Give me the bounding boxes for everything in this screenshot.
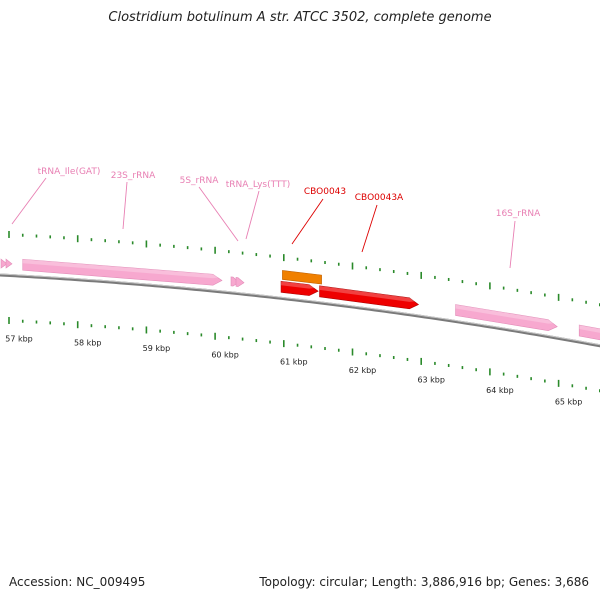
leader-5s-rrna: [198, 186, 239, 242]
feature-arrow-sheen: [281, 281, 319, 289]
feature-labels: tRNA_Ile(GAT) 23S_rRNA 5S_rRNA tRNA_Lys(TTT…: [38, 167, 542, 219]
label-5s-rrna[interactable]: 5S_rRNA: [180, 176, 220, 186]
scale-label: 63 kbp: [417, 375, 445, 384]
genome-stats: Topology: circular; Length: 3,886,916 bp…: [259, 575, 589, 589]
label-cbo0043[interactable]: CBO0043: [304, 187, 346, 197]
scale-label: 61 kbp: [280, 358, 308, 367]
label-trna-lys-ttt-[interactable]: tRNA_Lys(TTT): [226, 180, 291, 190]
scale-label: 57 kbp: [5, 334, 33, 343]
feature-arrow-sheen: [22, 259, 222, 279]
feature-arrow-sheen: [455, 304, 558, 324]
leader-trna-ile-gat-: [11, 177, 47, 225]
label-23s-rrna[interactable]: 23S_rRNA: [111, 171, 156, 181]
accession-label: Accession: NC_009495: [9, 575, 146, 589]
inner-tick-ring: [8, 316, 600, 393]
leader-trna-lys-ttt-: [245, 190, 260, 240]
scale-labels: 57 kbp 58 kbp 59 kbp 60 kbp 61 kbp 62 kbp 63 k…: [5, 334, 582, 406]
feature-arrow-23s-rrna[interactable]: [22, 258, 223, 286]
leader-23s-rrna: [122, 181, 128, 230]
genome-backbone: [0, 273, 600, 348]
leader-cbo0043a: [361, 204, 378, 253]
feature-arrow-cbo0043a[interactable]: [319, 285, 420, 310]
label-16s-rrna[interactable]: 16S_rRNA: [496, 209, 541, 219]
feature-arrow-trna-ile[interactable]: [0, 258, 8, 269]
feature-arrow-cbo0043[interactable]: [280, 280, 319, 296]
feature-arrow-trna-ile[interactable]: [5, 258, 13, 269]
feature-arrow-sheen: [579, 325, 600, 333]
scale-label: 64 kbp: [486, 386, 514, 395]
outer-tick-ring: [8, 230, 600, 307]
genome-title: Clostridium botulinum A str. ATCC 3502, …: [108, 10, 492, 25]
feature-arrow-rna-7[interactable]: [578, 324, 600, 343]
scale-label: 65 kbp: [555, 397, 583, 406]
label-trna-ile-gat-[interactable]: tRNA_Ile(GAT): [38, 167, 101, 177]
feature-arrow-sheen: [319, 285, 419, 302]
scale-label: 60 kbp: [211, 350, 239, 359]
label-leaders: [11, 177, 516, 269]
label-cbo0043a[interactable]: CBO0043A: [355, 193, 404, 203]
highlight-bar[interactable]: [282, 270, 322, 285]
scale-label: 62 kbp: [349, 366, 377, 375]
leader-cbo0043: [291, 198, 324, 245]
backbone-highlight: [0, 273, 600, 346]
scale-label: 58 kbp: [74, 339, 102, 348]
feature-arrow-16s-rrna[interactable]: [455, 304, 558, 331]
scale-label: 59 kbp: [143, 344, 171, 353]
feature-track: [0, 258, 600, 343]
feature-arrow-trna-lys[interactable]: [235, 277, 245, 287]
leader-16s-rrna: [509, 220, 516, 269]
